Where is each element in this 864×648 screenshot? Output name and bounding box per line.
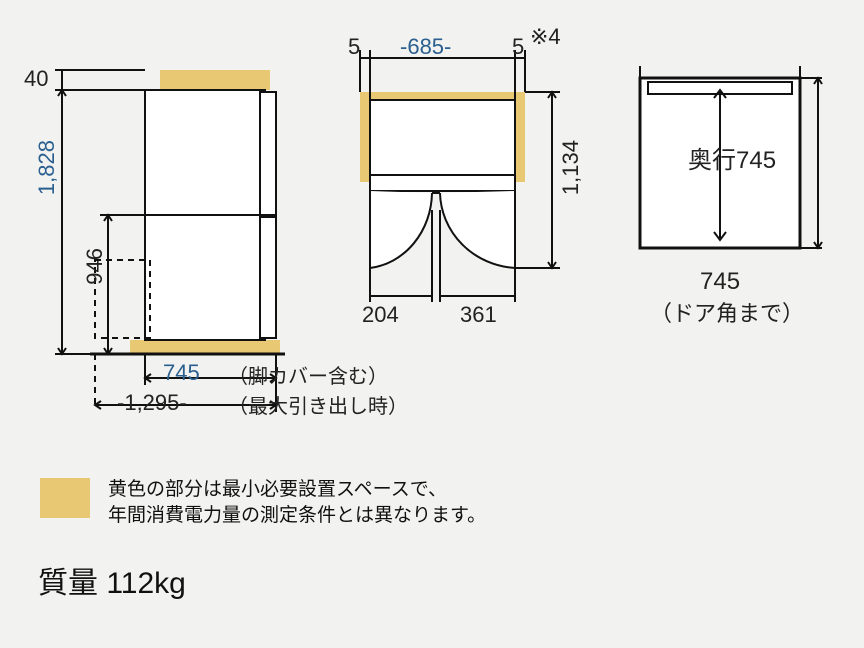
dim-top-width: -685- [400,34,451,60]
dim-pullout-note: （最大引き出し時） [228,390,408,419]
diagram-canvas: 40 1,828 946 745 （脚カバー含む） -1,295- （最大引き出… [0,0,864,648]
legend-line2: 年間消費電力量の測定条件とは異なります。 [108,502,486,531]
depth-width-note: （ドア角まで） [650,296,804,328]
dim-pullout: -1,295- [117,390,187,416]
legend-swatch [40,478,90,518]
dim-door-left: 204 [362,302,399,328]
depth-label: 奥行745 [688,140,776,175]
dim-depth-note: （脚カバー含む） [228,360,388,389]
dim-depth: 745 [163,360,200,386]
dim-height-lower: 946 [82,248,108,285]
dim-door-right: 361 [460,302,497,328]
depth-width: 745 [700,268,740,296]
dim-top-gap: 40 [24,66,48,92]
legend-line1: 黄色の部分は最小必要設置スペースで、 [108,476,447,505]
weight-label: 質量 112kg [38,558,186,602]
dim-height-total: 1,828 [34,140,60,195]
dim-gap-left: 5 [348,34,360,60]
dim-swing: 1,134 [558,140,584,195]
dim-gap-right: 5 [512,34,524,60]
note-mark: ※4 [530,24,561,50]
